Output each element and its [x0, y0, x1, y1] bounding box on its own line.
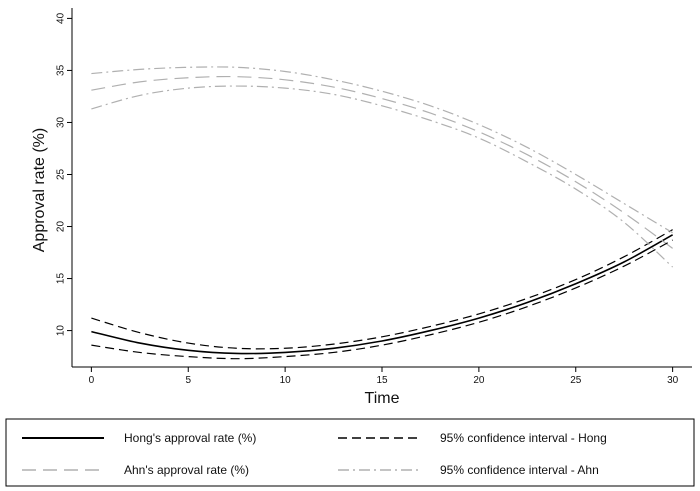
- x-tick-label: 25: [570, 375, 582, 386]
- x-tick-label: 10: [280, 375, 292, 386]
- y-tick-label: 25: [56, 168, 67, 180]
- legend-box: [5, 418, 695, 487]
- legend-label-95-confidence-interval-hong: 95% confidence interval - Hong: [440, 431, 607, 445]
- x-axis-title: Time: [365, 390, 400, 407]
- legend: Hong's approval rate (%) Ahn's approval r…: [5, 418, 695, 487]
- x-tick-label: 5: [185, 375, 191, 386]
- legend-label-95-confidence-interval-ahn: 95% confidence interval - Ahn: [440, 463, 599, 477]
- series-95-confidence-interval-ahn-lower: [91, 85, 674, 268]
- series-95-confidence-interval-hong-lower: [91, 239, 673, 360]
- legend-label-hong-s-approval-rate: Hong's approval rate (%): [124, 431, 256, 445]
- y-tick-label: 10: [56, 325, 67, 337]
- series-ahn-s-approval-rate: [91, 75, 673, 249]
- y-tick-label: 20: [56, 221, 67, 233]
- y-tick-label: 40: [56, 12, 67, 24]
- series-95-confidence-interval-ahn-upper: [91, 66, 673, 234]
- series-95-confidence-interval-hong-upper: [91, 229, 673, 350]
- y-tick-label: 35: [56, 64, 67, 76]
- y-tick-label: 30: [56, 116, 67, 128]
- axes: 10 15 20 25 30 35 40 0 5 10 15 20 25 30: [56, 8, 692, 386]
- x-tick-label: 0: [89, 375, 95, 386]
- x-tick-label: 30: [667, 375, 679, 386]
- series-hong-s-approval-rate: [91, 234, 674, 355]
- x-tick-label: 20: [473, 375, 485, 386]
- y-tick-label: 15: [56, 273, 67, 285]
- series-layer: [91, 66, 674, 360]
- legend-label-ahn-s-approval-rate: Ahn's approval rate (%): [124, 463, 249, 477]
- x-tick-label: 15: [376, 375, 388, 386]
- y-axis-title: Approval rate (%): [31, 128, 48, 253]
